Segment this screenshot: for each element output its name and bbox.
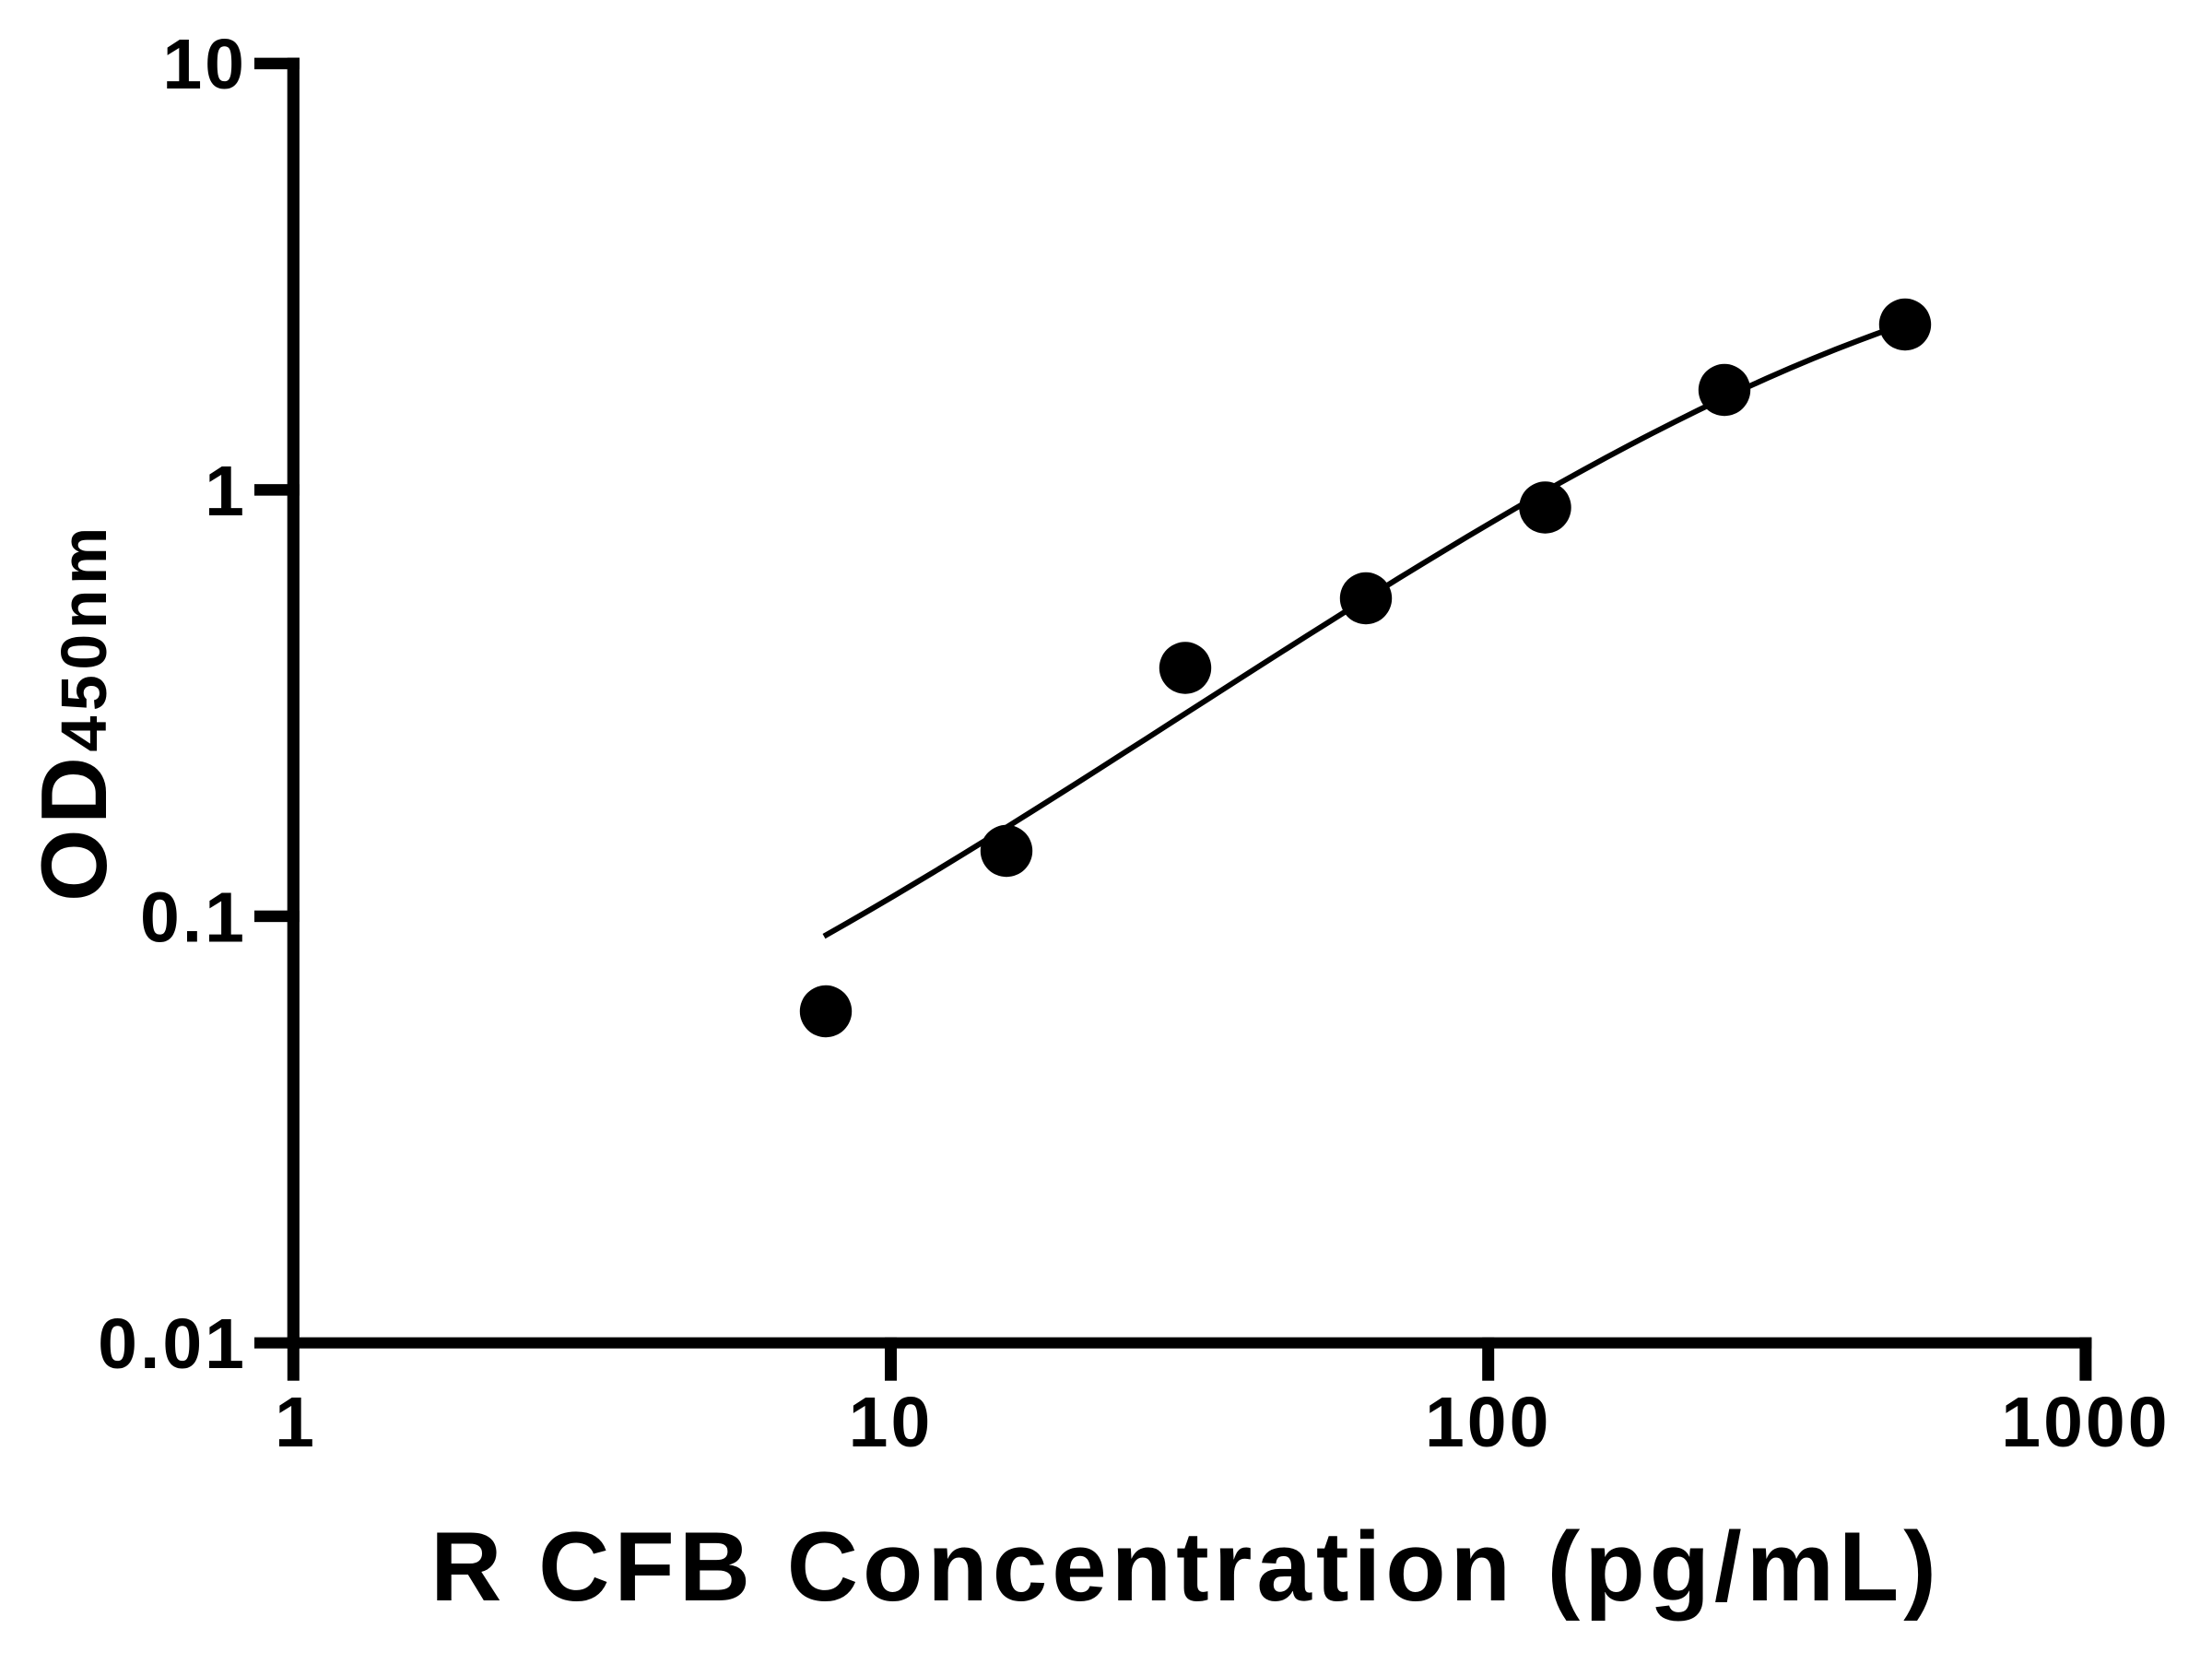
svg-text:10: 10 (849, 1383, 934, 1462)
svg-text:1000: 1000 (2001, 1383, 2170, 1462)
svg-text:10: 10 (162, 25, 247, 104)
svg-text:0.01: 0.01 (98, 1304, 247, 1384)
svg-text:1: 1 (205, 452, 247, 531)
svg-text:100: 100 (1425, 1383, 1551, 1462)
svg-text:R CFB Concentration (pg/mL): R CFB Concentration (pg/mL) (430, 1511, 1941, 1622)
svg-text:0.1: 0.1 (140, 878, 247, 957)
svg-text:1: 1 (275, 1383, 317, 1462)
